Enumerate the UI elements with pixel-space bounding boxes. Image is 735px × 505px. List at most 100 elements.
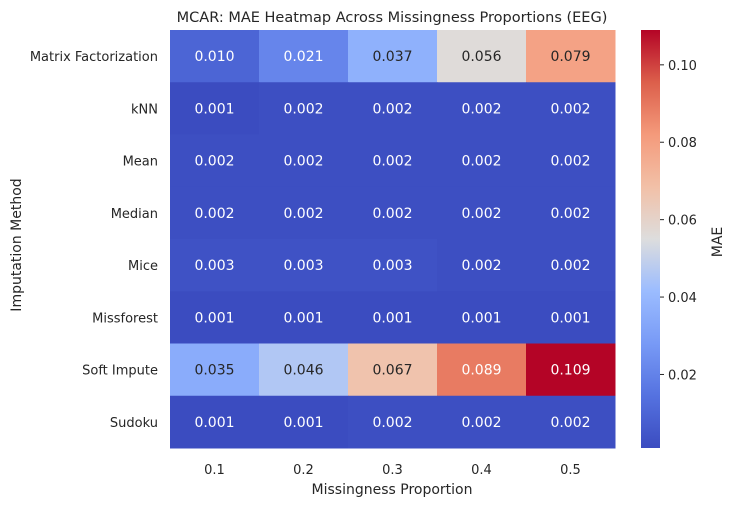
- y-tick-label: Sudoku: [110, 416, 158, 431]
- heatmap-cell: [348, 30, 438, 83]
- heatmap-cell: [348, 134, 438, 188]
- heatmap-cell: [437, 291, 527, 344]
- cell-value-label: 0.003: [372, 258, 412, 274]
- colorbar-tick-label: 0.02: [668, 368, 697, 383]
- y-tick-label: Missforest: [92, 311, 158, 326]
- heatmap-cell: [526, 343, 616, 397]
- cell-value-label: 0.002: [194, 154, 234, 170]
- cell-value-label: 0.002: [461, 206, 501, 222]
- cell-value-label: 0.002: [461, 101, 501, 117]
- heatmap-cell: [170, 186, 260, 240]
- heatmap-cell: [526, 134, 616, 188]
- heatmap-cell: [348, 186, 438, 240]
- cell-value-label: 0.001: [283, 415, 323, 431]
- chart-title: MCAR: MAE Heatmap Across Missingness Pro…: [177, 10, 608, 26]
- heatmap-cell: [259, 343, 349, 397]
- cell-value-label: 0.002: [372, 154, 412, 170]
- heatmap-cell: [170, 30, 260, 83]
- cell-value-label: 0.002: [550, 154, 590, 170]
- heatmap-cell: [526, 395, 616, 449]
- cell-value-label: 0.003: [194, 258, 234, 274]
- cell-value-label: 0.001: [194, 101, 234, 117]
- cell-value-label: 0.037: [372, 49, 412, 65]
- heatmap-cell: [437, 30, 527, 83]
- cell-value-label: 0.079: [550, 49, 590, 65]
- colorbar-tick-label: 0.04: [668, 291, 697, 306]
- cell-value-label: 0.002: [372, 415, 412, 431]
- colorbar: 0.02 0.04 0.06 0.08 0.10: [641, 30, 697, 448]
- heatmap-cell: [170, 343, 260, 397]
- x-axis-tick-labels: 0.1 0.2 0.3 0.4 0.5: [204, 463, 581, 478]
- cell-value-label: 0.035: [194, 363, 234, 379]
- cell-value-label: 0.002: [550, 258, 590, 274]
- cell-value-label: 0.001: [283, 310, 323, 326]
- heatmap-cell: [170, 291, 260, 344]
- cell-value-label: 0.002: [550, 206, 590, 222]
- x-tick-label: 0.5: [560, 463, 581, 478]
- heatmap-cell: [437, 186, 527, 240]
- heatmap-cell: [259, 239, 349, 292]
- colorbar-tick-label: 0.10: [668, 59, 697, 74]
- heatmap-cell: [259, 134, 349, 188]
- colorbar-gradient: [641, 30, 660, 448]
- cell-value-label: 0.002: [194, 206, 234, 222]
- cell-value-label: 0.003: [283, 258, 323, 274]
- heatmap-cell: [259, 291, 349, 344]
- cell-value-label: 0.067: [372, 363, 412, 379]
- heatmap-cell: [348, 343, 438, 397]
- cell-value-label: 0.021: [283, 49, 323, 65]
- heatmap-cell: [170, 134, 260, 188]
- cell-value-label: 0.002: [283, 206, 323, 222]
- heatmap-cell: [348, 239, 438, 292]
- x-axis-label: Missingness Proportion: [312, 482, 473, 498]
- cell-value-label: 0.056: [461, 49, 501, 65]
- heatmap-cell: [348, 82, 438, 135]
- y-tick-label: kNN: [131, 102, 158, 117]
- y-axis-tick-labels: Matrix Factorization kNN Mean Median Mice Mis…: [30, 50, 158, 431]
- cell-value-label: 0.089: [461, 363, 501, 379]
- heatmap-cell: [526, 30, 616, 83]
- heatmap-cell: [259, 82, 349, 135]
- heatmap-cell: [526, 186, 616, 240]
- heatmap-cell: [170, 239, 260, 292]
- heatmap-cell: [437, 343, 527, 397]
- heatmap-cell: [437, 134, 527, 188]
- heatmap-cell: [170, 82, 260, 135]
- y-tick-label: Soft Impute: [82, 364, 158, 379]
- heatmap-cell: [259, 186, 349, 240]
- heatmap-cell: [437, 82, 527, 135]
- cell-value-label: 0.002: [372, 101, 412, 117]
- colorbar-tick-label: 0.06: [668, 214, 697, 229]
- cell-value-label: 0.002: [550, 101, 590, 117]
- heatmap-cell: [526, 239, 616, 292]
- y-tick-label: Mice: [128, 259, 158, 274]
- x-tick-label: 0.1: [204, 463, 225, 478]
- colorbar-label: MAE: [710, 227, 726, 258]
- cell-value-label: 0.001: [194, 415, 234, 431]
- heatmap-cells: 0.010 0.021 0.037 0.056 0.079 0.001 0.002 0.002…: [170, 30, 616, 449]
- heatmap-cell: [348, 291, 438, 344]
- cell-value-label: 0.002: [461, 258, 501, 274]
- heatmap-cell: [348, 395, 438, 449]
- cell-value-label: 0.001: [550, 310, 590, 326]
- cell-value-label: 0.001: [461, 310, 501, 326]
- y-tick-label: Matrix Factorization: [30, 50, 158, 65]
- colorbar-tick-label: 0.08: [668, 136, 697, 151]
- y-tick-label: Mean: [123, 155, 158, 170]
- x-tick-label: 0.2: [293, 463, 314, 478]
- heatmap-cell: [526, 82, 616, 135]
- cell-value-label: 0.109: [550, 363, 590, 379]
- cell-value-label: 0.046: [283, 363, 323, 379]
- cell-value-label: 0.002: [372, 206, 412, 222]
- cell-value-label: 0.002: [461, 415, 501, 431]
- heatmap-cell: [170, 395, 260, 449]
- cell-value-label: 0.002: [461, 154, 501, 170]
- cell-value-label: 0.001: [372, 310, 412, 326]
- x-tick-label: 0.4: [471, 463, 492, 478]
- heatmap-cell: [437, 239, 527, 292]
- heatmap-cell: [259, 395, 349, 449]
- cell-value-label: 0.002: [550, 415, 590, 431]
- x-tick-label: 0.3: [382, 463, 403, 478]
- cell-value-label: 0.001: [194, 310, 234, 326]
